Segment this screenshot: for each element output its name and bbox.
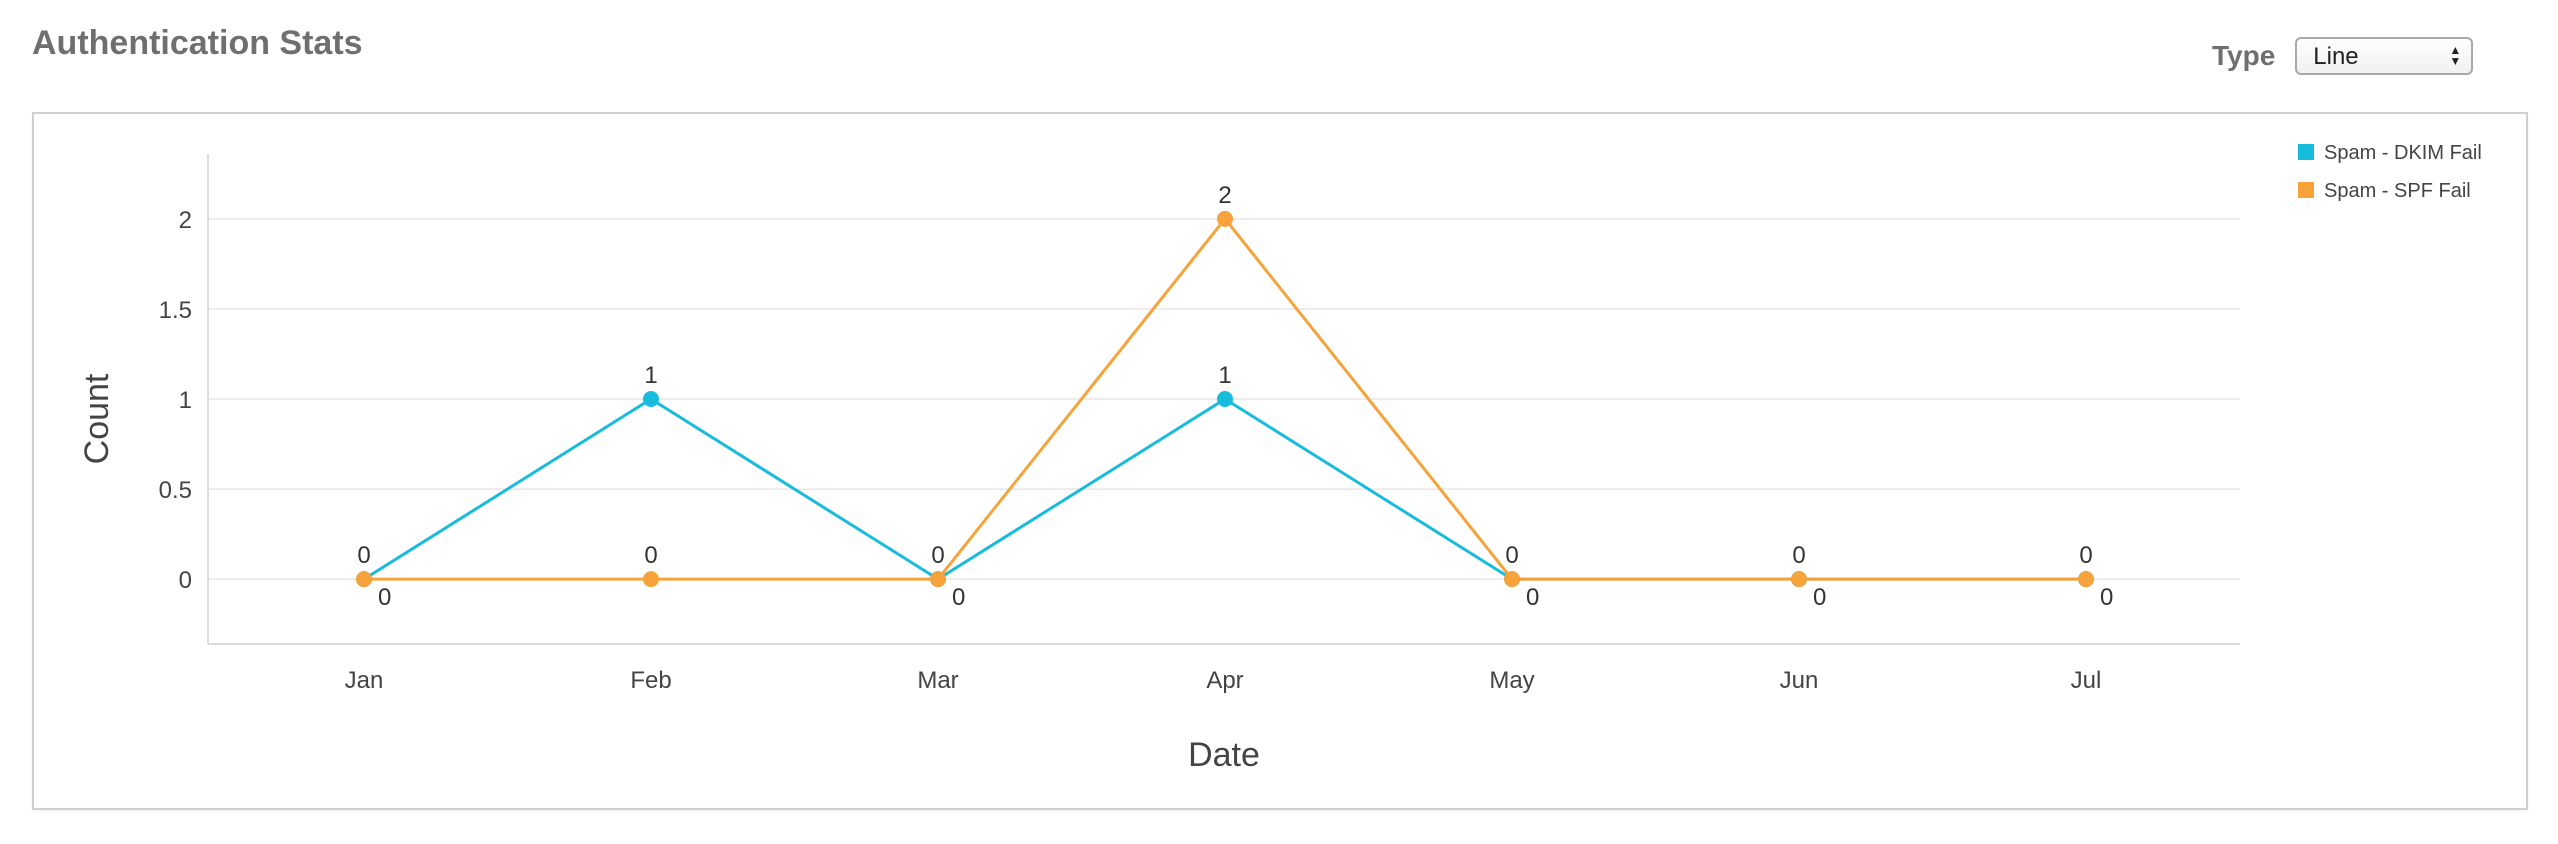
data-label: 0 — [931, 542, 944, 569]
chart-type-control: Type Line ▲ ▼ — [2212, 36, 2474, 76]
x-tick-label: Jul — [2071, 667, 2102, 694]
page-title: Authentication Stats — [32, 24, 363, 62]
y-tick-label: 0 — [179, 567, 192, 594]
data-point — [1217, 210, 1233, 227]
data-point — [643, 391, 659, 407]
data-point — [1504, 571, 1520, 588]
x-tick-label: Jun — [1780, 667, 1819, 694]
data-label: 1 — [1218, 362, 1231, 389]
y-axis-title: Count — [78, 373, 116, 464]
data-label: 0 — [1526, 584, 1539, 611]
x-tick-label: May — [1489, 667, 1534, 694]
data-label: 0 — [378, 584, 391, 611]
chart-type-select-value: Line — [2313, 43, 2359, 70]
data-label: 0 — [1792, 542, 1805, 569]
data-label: 0 — [2100, 584, 2113, 611]
y-tick-label: 1 — [179, 387, 192, 414]
data-point — [1217, 391, 1233, 407]
x-tick-label: Apr — [1206, 667, 1243, 694]
data-label: 0 — [1813, 584, 1826, 611]
data-label: 0 — [644, 542, 657, 569]
y-tick-label: 1.5 — [159, 297, 192, 324]
data-label: 0 — [357, 542, 370, 569]
updown-arrows-icon: ▲ ▼ — [2449, 43, 2462, 68]
line-chart: 0 0.5 1 1.5 2 Jan Feb Mar Apr May Jun Jul Date Count 0… — [78, 142, 2482, 774]
x-tick-label: Jan — [345, 667, 384, 694]
legend-label: Spam - DKIM Fail — [2324, 142, 2482, 164]
x-axis-title: Date — [1188, 736, 1260, 774]
type-label: Type — [2212, 40, 2276, 71]
data-point — [2078, 571, 2094, 588]
chart-panel: 0 0.5 1 1.5 2 Jan Feb Mar Apr May Jun Jul Date Count 0… — [32, 112, 2528, 810]
y-tick-label: 0.5 — [159, 477, 192, 504]
data-point — [930, 571, 946, 588]
data-label: 0 — [952, 584, 965, 611]
data-label: 1 — [644, 362, 657, 389]
data-point — [356, 571, 372, 588]
y-tick-label: 2 — [179, 207, 192, 234]
data-label: 2 — [1218, 182, 1231, 209]
legend-swatch — [2298, 144, 2314, 160]
data-label: 0 — [1505, 542, 1518, 569]
chart-type-select[interactable]: Line ▲ ▼ — [2295, 37, 2474, 75]
legend-swatch — [2298, 182, 2314, 198]
data-label: 0 — [2079, 542, 2092, 569]
x-tick-label: Feb — [630, 667, 671, 694]
legend-label: Spam - SPF Fail — [2324, 180, 2471, 202]
x-tick-label: Mar — [917, 667, 958, 694]
data-point — [1791, 571, 1807, 588]
data-point — [643, 571, 659, 588]
